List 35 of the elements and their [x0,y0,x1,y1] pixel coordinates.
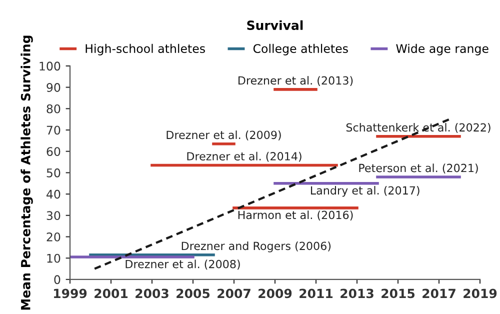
annotation: Drezner et al. (2009) [166,130,281,140]
annotation: Drezner et al. (2008) [126,260,240,270]
y-tick-label: 60 [46,147,60,156]
x-tick-label: 2007 [218,288,250,298]
x-tick-label: 1999 [54,288,87,298]
legend-label: College athletes [253,44,348,56]
x-tick-label: 2005 [176,288,210,298]
y-tick-label: 40 [46,190,60,199]
y-tick-label: 100 [40,62,60,71]
x-tick-label: 2009 [258,288,292,298]
annotation: Landry et al. (2017) [310,186,420,197]
x-tick-label: 2003 [136,288,168,298]
legend-label: Wide age range [396,44,488,56]
y-axis-title: Mean Percentage of Athletes Surviving [20,36,33,310]
x-tick-label: 2019 [464,288,497,298]
x-tick-label: 2011 [300,288,333,298]
annotation: Drezner et al. (2013) [238,76,353,86]
y-tick-label: 10 [47,254,60,263]
x-tick-label: 2017 [422,288,456,298]
legend-label: High-school athletes [86,44,205,56]
y-tick-label: 70 [46,126,60,135]
y-tick-label: 0 [54,275,60,284]
y-tick-label: 90 [46,83,60,92]
y-tick-label: 50 [46,168,60,178]
x-tick-label: 2013 [340,288,374,298]
y-tick-label: 80 [46,104,60,114]
y-tick-label: 20 [46,232,60,242]
x-tick-label: 2015 [382,288,415,298]
annotation: Harmon et al. (2016) [238,210,353,220]
x-tick-label: 2001 [94,288,128,298]
annotation: Peterson et al. (2021) [359,164,478,174]
y-tick-label: 30 [46,211,60,220]
chart-title: Survival [247,20,303,30]
annotation: Drezner et al. (2014) [187,152,302,162]
annotation: Drezner and Rogers (2006) [182,242,331,252]
